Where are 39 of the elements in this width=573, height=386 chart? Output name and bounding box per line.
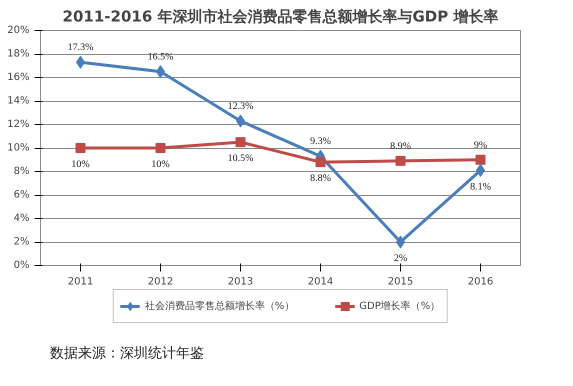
data-label: 8.9% <box>390 140 411 152</box>
point <box>156 143 166 153</box>
x-tick-label: 2011 <box>68 276 94 288</box>
legend-label: GDP增长率（%） <box>359 300 440 313</box>
data-label: 8.8% <box>310 173 331 184</box>
data-label: 8.1% <box>470 181 491 192</box>
data-label: 9.3% <box>310 136 331 148</box>
y-tick-label: 0% <box>14 260 30 271</box>
data-label: 16.5% <box>148 52 174 63</box>
data-label: 10.5% <box>228 153 254 164</box>
data-label: 10% <box>151 159 170 170</box>
data-label: 10% <box>71 159 90 170</box>
y-tick-label: 8% <box>14 166 30 177</box>
y-tick-label: 10% <box>7 142 30 154</box>
point <box>396 156 406 166</box>
source-note: 数据来源：深圳统计年鉴 <box>50 346 204 362</box>
x-tick-label: 2013 <box>228 276 254 288</box>
y-tick-label: 4% <box>14 213 30 224</box>
point <box>316 157 326 168</box>
x-tick-label: 2016 <box>468 276 494 288</box>
y-tick-label: 12% <box>7 119 30 130</box>
x-tick-label: 2012 <box>148 276 174 288</box>
y-tick-label: 18% <box>7 48 30 60</box>
y-tick-label: 20% <box>7 25 30 36</box>
y-tick-label: 14% <box>7 96 30 106</box>
data-label: 17.3% <box>68 42 94 54</box>
point <box>476 154 486 165</box>
legend-label: 社会消费品零售总额增长率（%） <box>144 300 294 313</box>
y-tick-label: 16% <box>7 72 30 83</box>
data-label: 12.3% <box>228 100 254 112</box>
point <box>236 137 246 148</box>
point <box>76 143 86 153</box>
x-tick-label: 2015 <box>388 276 414 288</box>
data-label: 2% <box>394 253 408 264</box>
x-tick-label: 2014 <box>308 276 334 288</box>
y-tick-label: 2% <box>14 236 30 248</box>
data-label: 9% <box>474 140 488 151</box>
y-tick-label: 6% <box>14 190 30 200</box>
chart-title: 2011-2016 年深圳市社会消费品零售总额增长率与GDP 增长率 <box>62 8 498 26</box>
